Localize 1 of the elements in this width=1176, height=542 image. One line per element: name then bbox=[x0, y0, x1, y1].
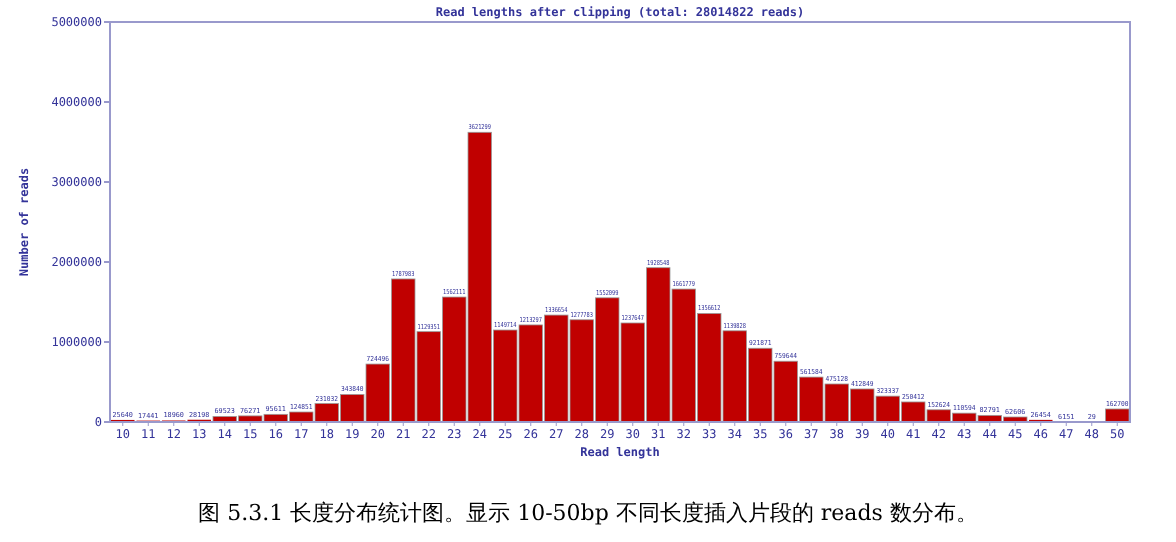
caption: 图 5.3.1 长度分布统计图。显示 10-50bp 不同长度插入片段的 reads 数分布。 bbox=[198, 500, 978, 526]
